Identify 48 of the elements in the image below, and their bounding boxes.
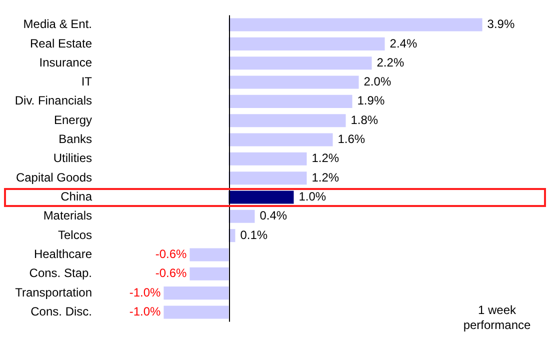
data-label: -1.0% — [129, 285, 162, 300]
bar — [228, 152, 307, 166]
bar — [228, 210, 255, 223]
y-tick-label: Div. Financials — [14, 94, 92, 108]
data-label: 1.0% — [298, 190, 326, 204]
data-label: 0.4% — [260, 208, 288, 223]
y-tick-label: Capital Goods — [16, 170, 92, 184]
annotation: 1 week performance — [462, 303, 532, 333]
y-tick-label: Energy — [54, 112, 92, 127]
y-tick-label: Telcos — [58, 228, 92, 242]
y-tick-label: Insurance — [39, 55, 92, 70]
data-label: 2.2% — [376, 55, 404, 70]
bar — [164, 306, 229, 319]
data-label: -1.0% — [129, 304, 162, 319]
data-label: 3.9% — [487, 17, 515, 32]
bar — [228, 133, 333, 146]
bar — [228, 18, 482, 32]
y-tick-label: Transportation — [15, 285, 92, 300]
bar — [228, 114, 346, 128]
data-label: 1.2% — [312, 170, 340, 184]
data-label: 0.1% — [240, 228, 268, 242]
y-tick-label: IT — [81, 74, 93, 89]
bar — [228, 56, 372, 70]
y-tick-label: Media & Ent. — [23, 17, 92, 32]
y-tick-label: Banks — [58, 132, 92, 146]
data-label: 2.0% — [364, 74, 392, 89]
bar — [228, 94, 352, 108]
y-tick-label: China — [60, 190, 92, 204]
y-tick-label: Materials — [43, 208, 92, 223]
bar — [190, 248, 229, 262]
data-label: -0.6% — [155, 247, 188, 262]
data-label: 1.8% — [350, 112, 378, 127]
y-tick-label: Cons. Stap. — [29, 266, 92, 280]
data-label: 2.4% — [390, 36, 418, 50]
y-tick-label: Utilities — [53, 151, 92, 166]
bar — [228, 37, 385, 50]
bar — [190, 267, 229, 280]
data-label: 1.2% — [312, 151, 340, 166]
y-tick-label: Cons. Disc. — [30, 304, 92, 319]
y-tick-label: Healthcare — [34, 247, 92, 262]
data-label: -0.6% — [155, 266, 188, 280]
bar — [164, 286, 229, 300]
bar — [228, 76, 359, 89]
data-label: 1.6% — [338, 132, 366, 146]
data-label: 1.9% — [357, 94, 385, 108]
bar — [228, 172, 307, 185]
y-tick-label: Real Estate — [30, 36, 92, 50]
bar — [228, 190, 294, 204]
